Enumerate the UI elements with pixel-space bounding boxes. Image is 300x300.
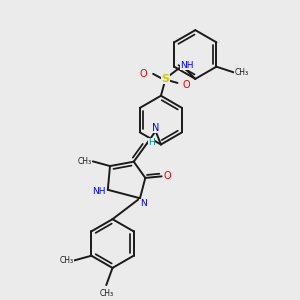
Text: CH₃: CH₃ <box>235 68 249 77</box>
Text: H: H <box>148 138 155 147</box>
Text: CH₃: CH₃ <box>59 256 74 265</box>
Text: CH₃: CH₃ <box>78 157 92 166</box>
Text: N: N <box>140 200 146 208</box>
Text: NH: NH <box>92 187 106 196</box>
Text: CH₃: CH₃ <box>99 289 113 298</box>
Text: S: S <box>162 74 170 84</box>
Text: NH: NH <box>180 61 193 70</box>
Text: O: O <box>164 171 172 182</box>
Text: N: N <box>152 123 159 133</box>
Text: O: O <box>182 80 190 90</box>
Text: O: O <box>140 69 148 79</box>
